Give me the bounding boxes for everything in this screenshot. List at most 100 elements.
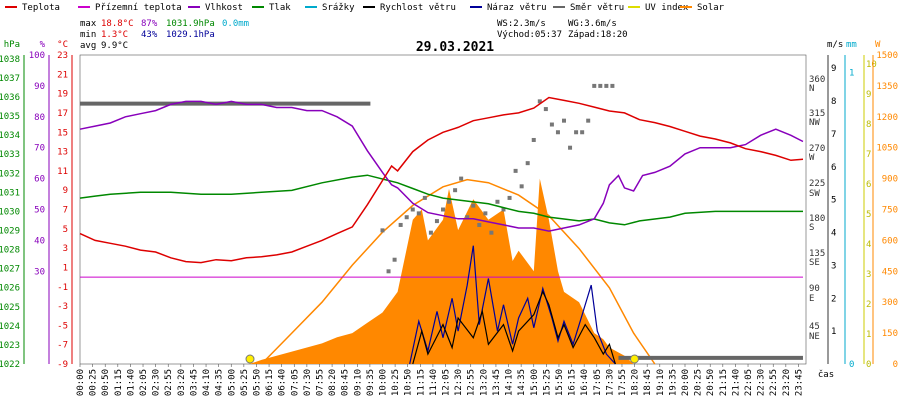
x-tick-label: 04:35 xyxy=(215,369,225,396)
wind-dir-point xyxy=(525,161,530,166)
stat-avg-label: avg xyxy=(80,41,96,51)
hpa-tick-label: 1022 xyxy=(0,360,20,370)
x-tick-label: 10:00 xyxy=(379,369,389,396)
hpa-tick-label: 1024 xyxy=(0,322,20,332)
x-tick-label: 08:20 xyxy=(328,369,338,396)
wind-dir-tick-label: SE xyxy=(809,258,820,268)
x-tick-label: 08:45 xyxy=(341,369,351,396)
wind-dir-tick-label: 45 xyxy=(809,322,820,332)
x-tick-label: 05:25 xyxy=(240,369,250,396)
x-tick-label: 23:20 xyxy=(782,369,792,396)
uv-tick-label: 9 xyxy=(866,90,871,100)
ms-tick-label: 8 xyxy=(831,97,836,107)
x-tick-label: 10:25 xyxy=(391,369,401,396)
x-tick-label: 22:30 xyxy=(757,369,767,396)
wind-dir-point xyxy=(386,269,391,274)
wind-dir-point xyxy=(531,137,536,142)
x-tick-label: 19:35 xyxy=(668,369,678,396)
w-tick-label: 750 xyxy=(882,206,898,216)
x-tick-label: 02:05 xyxy=(139,369,149,396)
x-tick-label: 16:40 xyxy=(580,369,590,396)
hpa-tick-label: 1038 xyxy=(0,55,20,65)
wind-dir-point xyxy=(574,130,579,135)
wind-dir-point xyxy=(410,207,415,212)
hum-tick-label: 70 xyxy=(34,144,45,154)
hpa-unit: hPa xyxy=(4,40,20,50)
x-tick-label: 11:15 xyxy=(416,369,426,396)
legend-label: Vlhkost xyxy=(205,3,243,13)
series-line-teplota xyxy=(79,96,804,264)
x-tick-label: 19:10 xyxy=(656,369,666,396)
ms-unit: m/s xyxy=(827,40,843,50)
x-tick-label: 00:00 xyxy=(76,369,86,396)
wind-dir-tick-label: 270 xyxy=(809,144,825,154)
x-tick-label: 20:25 xyxy=(694,369,704,396)
hum-tick-label: 30 xyxy=(34,267,45,277)
wind-dir-point xyxy=(465,215,470,220)
x-tick-label: 12:05 xyxy=(442,369,452,396)
wind-dir-point xyxy=(416,211,421,216)
wind-dir-tick-label: 315 xyxy=(809,109,825,119)
wind-dir-tick-label: 90 xyxy=(809,284,820,294)
temp-tick-label: 1 xyxy=(63,263,68,273)
temp-tick-label: 19 xyxy=(57,90,68,100)
w-tick-label: 0 xyxy=(893,360,898,370)
x-tick-label: 06:15 xyxy=(265,369,275,396)
temp-tick-label: 13 xyxy=(57,148,68,158)
mm-tick-label: 0 xyxy=(849,360,854,370)
uv-tick-label: 7 xyxy=(866,150,871,160)
x-tick-label: 01:15 xyxy=(114,369,124,396)
uv-tick-label: 3 xyxy=(866,270,871,280)
legend-label: Náraz větru xyxy=(487,3,547,13)
stat-max-press: 1031.9hPa xyxy=(166,19,215,29)
legend-label: Rychlost větru xyxy=(380,3,456,13)
stat-sunrise: Východ:05:37 xyxy=(497,30,562,40)
w-tick-label: 450 xyxy=(882,267,898,277)
series-line-tlak xyxy=(79,174,803,226)
stat-max-temp: 18.8°C xyxy=(101,19,134,29)
hpa-tick-label: 1030 xyxy=(0,207,20,217)
temp-tick-label: -9 xyxy=(57,360,68,370)
stat-max-label: max xyxy=(80,19,97,29)
wind-dir-point xyxy=(604,83,609,88)
uv-tick-label: 5 xyxy=(866,210,871,220)
w-tick-label: 150 xyxy=(882,329,898,339)
wind-speed-line xyxy=(412,290,616,365)
legend-label: Srážky xyxy=(322,3,355,13)
wind-dir-point xyxy=(507,195,512,200)
wind-dir-point xyxy=(580,130,585,135)
temp-tick-label: 5 xyxy=(63,225,68,235)
legend-label: Teplota xyxy=(22,3,60,13)
legend-label: Tlak xyxy=(269,3,291,13)
x-tick-label: 22:55 xyxy=(769,369,779,396)
wind-dir-point xyxy=(471,203,476,208)
x-tick-label: 07:30 xyxy=(303,369,313,396)
hpa-tick-label: 1031 xyxy=(0,188,20,198)
wind-dir-tick-label: 225 xyxy=(809,179,825,189)
w-tick-label: 1350 xyxy=(876,82,898,92)
x-axis-label: čas xyxy=(818,369,834,380)
stat-min-hum: 43% xyxy=(141,30,158,40)
stat-max-hum: 87% xyxy=(141,19,158,29)
legend-label: Směr větru xyxy=(570,3,624,13)
temp-tick-label: -3 xyxy=(57,302,68,312)
x-tick-label: 09:35 xyxy=(366,369,376,396)
w-tick-label: 1500 xyxy=(876,51,898,61)
x-tick-label: 18:45 xyxy=(643,369,653,396)
wind-gust-line xyxy=(409,245,616,365)
w-tick-label: 300 xyxy=(882,298,898,308)
wind-dir-point xyxy=(434,219,439,224)
temp-tick-label: -1 xyxy=(57,283,68,293)
uv-tick-label: 4 xyxy=(866,240,871,250)
x-tick-label: 01:40 xyxy=(126,369,136,396)
wind-dir-point xyxy=(428,230,433,235)
x-tick-label: 07:05 xyxy=(290,369,300,396)
hpa-tick-label: 1037 xyxy=(0,74,20,84)
wind-dir-point xyxy=(592,83,597,88)
legend-label: Přízemní teplota xyxy=(95,3,182,13)
legend-label: Solar xyxy=(697,3,725,13)
uv-marker xyxy=(629,354,639,364)
wind-dir-point xyxy=(568,145,573,150)
mm-unit: mm xyxy=(846,40,857,50)
x-tick-label: 15:25 xyxy=(542,369,552,396)
